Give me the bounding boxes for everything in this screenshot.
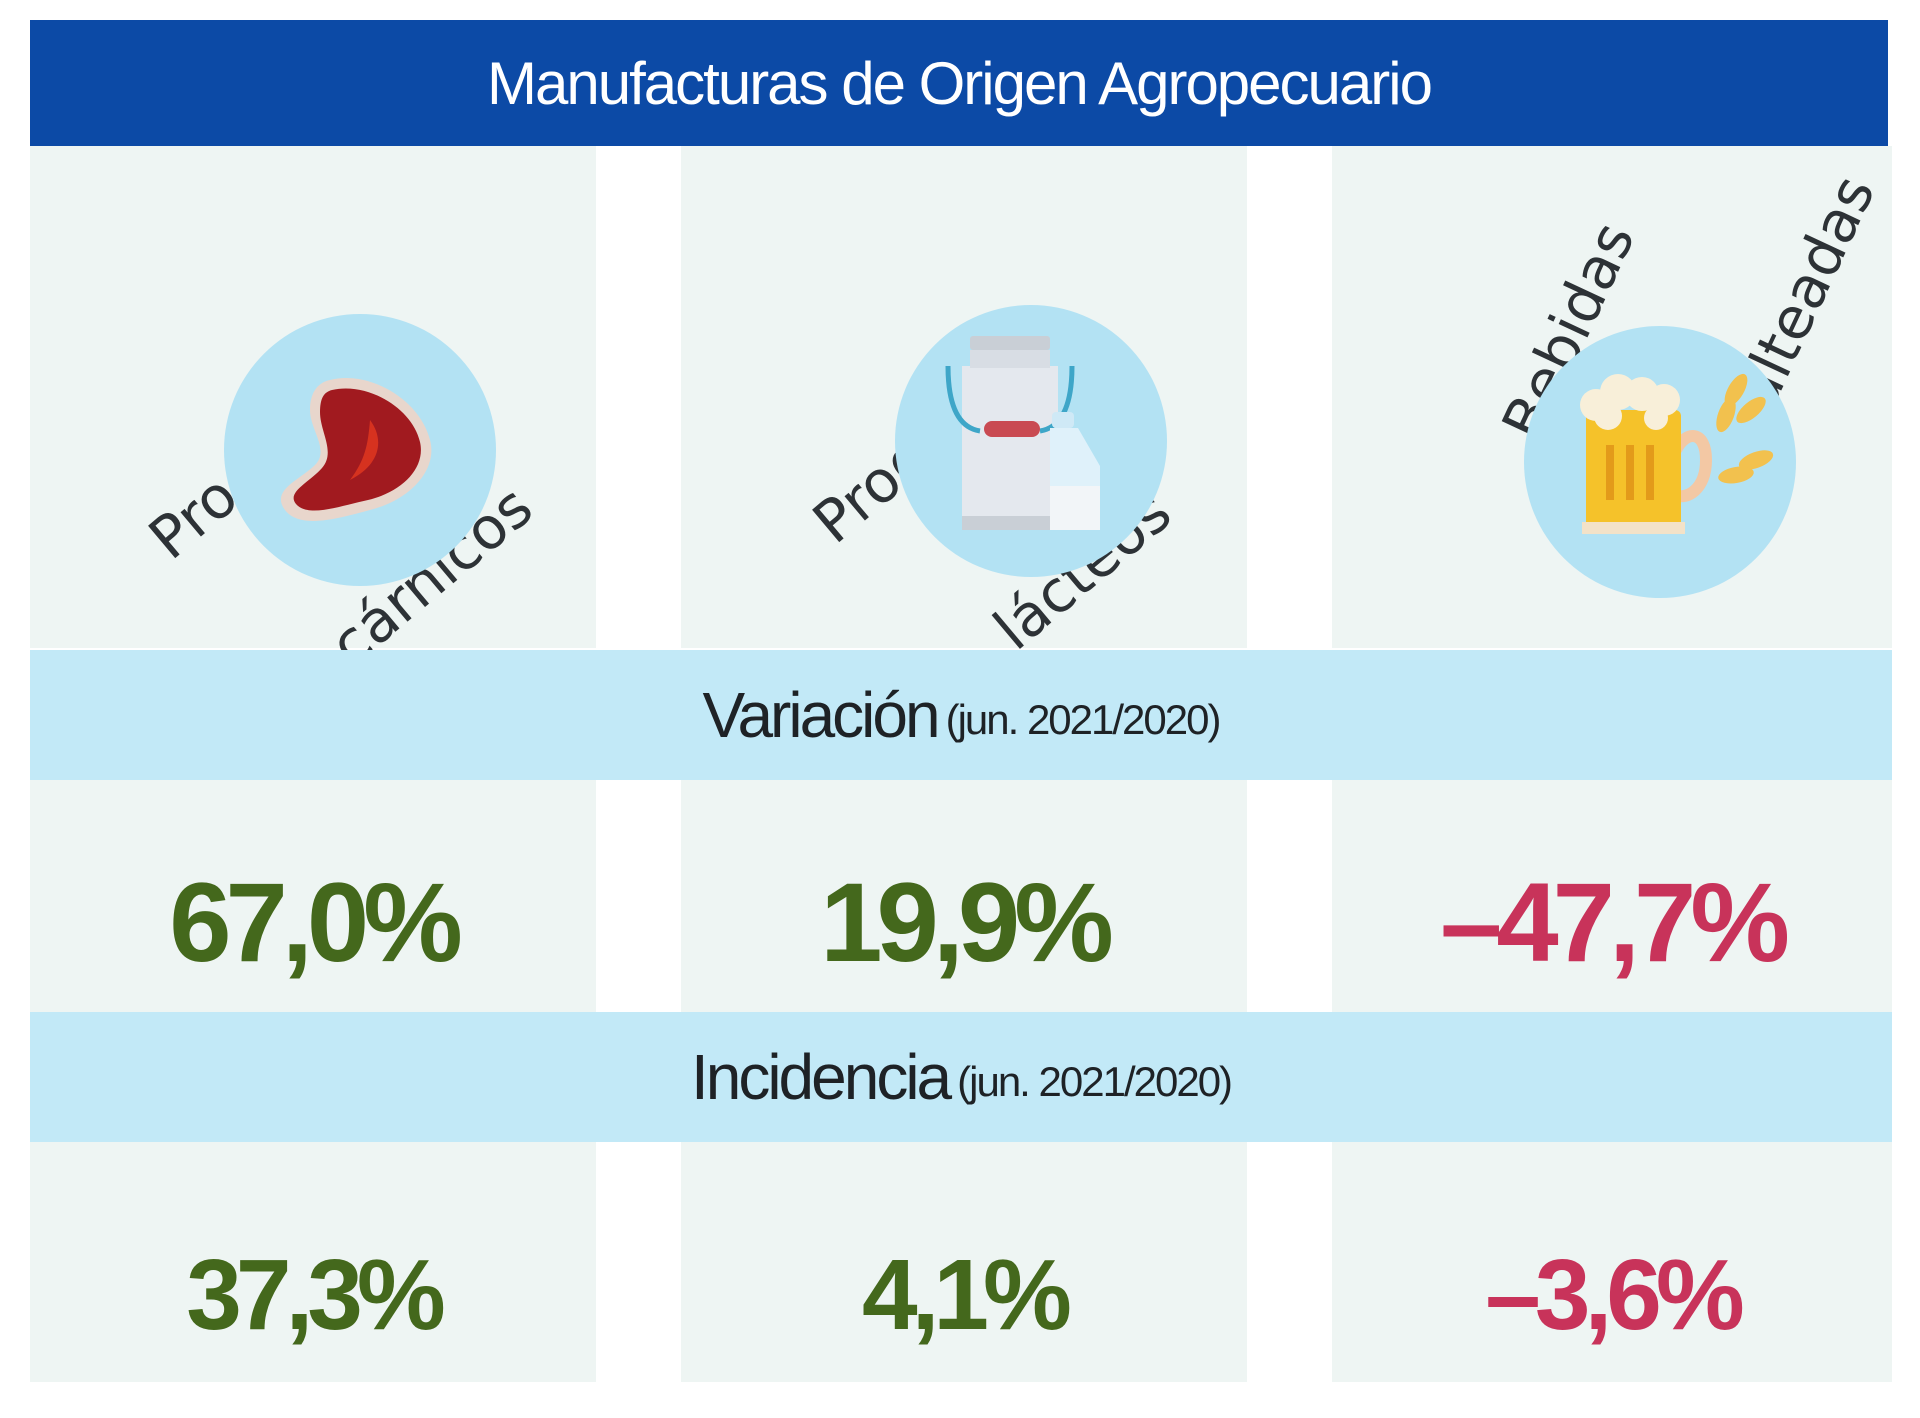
variacion-label: Variación	[702, 679, 941, 751]
incidencia-value-carnicos: 37,3%	[186, 1239, 446, 1351]
column-2-incidencia	[681, 1142, 1247, 1382]
meat-steak-icon	[280, 378, 432, 521]
incidencia-value-lacteos: 4,1%	[862, 1239, 1072, 1351]
page-title: Manufacturas de Origen Agropecuario	[30, 20, 1888, 146]
column-1-variacion	[30, 780, 596, 1012]
column-3-incidencia	[1332, 1142, 1892, 1382]
beer-mug-icon	[1580, 373, 1774, 534]
column-2-variacion	[681, 780, 1247, 1012]
milk-can-icon	[945, 336, 1100, 530]
variacion-value-carnicos: 67,0%	[169, 860, 463, 985]
incidencia-value-bebidas: –3,6%	[1485, 1239, 1745, 1351]
variacion-period: (jun. 2021/2020)	[945, 696, 1222, 743]
incidencia-header: Incidencia (jun. 2021/2020)	[30, 1012, 1892, 1142]
page-title-text: Manufacturas de Origen Agropecuario	[487, 49, 1433, 117]
column-3-variacion	[1332, 780, 1892, 1012]
variacion-value-bebidas: –47,7%	[1440, 860, 1790, 985]
column-1-incidencia	[30, 1142, 596, 1382]
variacion-value-lacteos: 19,9%	[820, 860, 1114, 985]
incidencia-period: (jun. 2021/2020)	[957, 1058, 1233, 1105]
variacion-header: Variación (jun. 2021/2020)	[30, 650, 1892, 780]
incidencia-label: Incidencia	[690, 1041, 952, 1113]
